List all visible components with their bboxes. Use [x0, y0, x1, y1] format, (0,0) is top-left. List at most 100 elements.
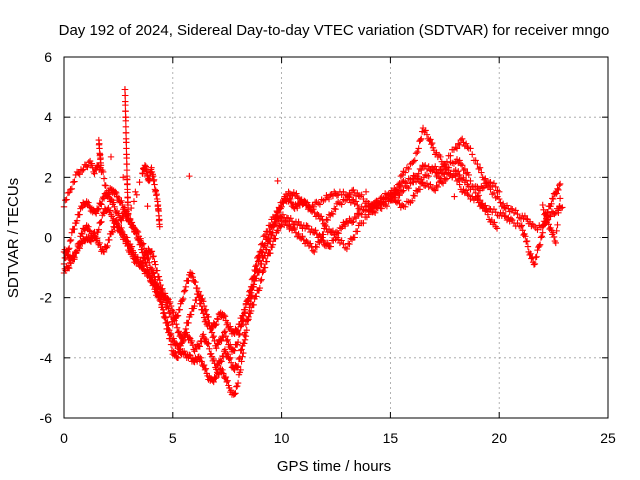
data-point: [306, 203, 313, 211]
data-point: [71, 254, 78, 261]
data-point: [549, 195, 556, 202]
data-point: [556, 181, 563, 189]
data-point: [522, 233, 529, 240]
data-point: [247, 283, 255, 291]
data-point: [205, 313, 212, 321]
data-point: [307, 240, 314, 247]
data-point: [351, 234, 358, 241]
data-point: [527, 250, 534, 257]
data-point: [415, 170, 422, 177]
data-point: [96, 239, 103, 247]
data-point: [490, 180, 498, 187]
data-point: [329, 210, 337, 218]
data-point: [530, 261, 538, 268]
data-point: [442, 176, 449, 183]
y-tick-label: -2: [40, 290, 53, 306]
data-point: [554, 221, 561, 229]
data-point: [348, 219, 356, 226]
data-point: [455, 176, 462, 183]
data-point: [237, 366, 244, 374]
data-point: [258, 276, 265, 283]
data-point: [180, 288, 188, 295]
data-point: [518, 222, 526, 229]
data-point: [241, 336, 249, 343]
data-point: [221, 313, 229, 320]
data-point: [234, 364, 241, 371]
data-point: [118, 197, 125, 204]
data-point: [136, 178, 143, 186]
data-point: [401, 203, 409, 211]
data-point: [112, 188, 119, 195]
data-point: [541, 211, 548, 218]
data-point: [304, 222, 311, 230]
data-point: [456, 157, 463, 164]
data-point: [247, 307, 255, 315]
data-point: [196, 343, 203, 350]
y-tick-label: -4: [40, 350, 53, 366]
data-point: [152, 261, 159, 268]
data-point: [416, 165, 424, 173]
data-point: [267, 237, 274, 245]
data-point: [410, 178, 417, 186]
data-point: [180, 348, 188, 355]
data-point: [261, 264, 269, 271]
data-point: [99, 248, 107, 255]
data-point: [545, 221, 553, 228]
data-point: [176, 306, 183, 313]
data-point: [467, 177, 474, 185]
data-point: [340, 240, 347, 248]
data-point: [188, 270, 196, 277]
data-point: [405, 184, 412, 192]
data-point: [422, 162, 429, 169]
data-point: [98, 218, 105, 226]
data-point: [140, 263, 147, 270]
data-point: [469, 193, 476, 200]
data-point: [240, 317, 247, 324]
data-point: [522, 215, 530, 223]
data-point: [176, 348, 183, 356]
y-axis-label: SDTVAR / TECUs: [5, 178, 22, 298]
data-point: [555, 209, 562, 217]
data-point: [186, 351, 193, 359]
data-point: [167, 341, 175, 348]
data-point: [323, 216, 330, 223]
data-point: [295, 218, 302, 226]
data-point: [514, 210, 521, 218]
data-point: [438, 158, 445, 165]
data-point: [197, 292, 204, 299]
data-point: [93, 210, 100, 217]
data-point: [263, 246, 271, 253]
data-point: [464, 190, 471, 198]
data-point: [277, 215, 284, 222]
x-tick-labels: 0 5 10 15 20 25: [60, 430, 616, 446]
data-point: [137, 235, 144, 242]
data-point: [459, 135, 466, 143]
x-tick-label: 15: [383, 430, 399, 446]
y-tick-label: 0: [44, 230, 52, 246]
data-point: [207, 325, 215, 333]
data-point: [348, 196, 356, 203]
data-point: [491, 219, 498, 226]
data-point: [405, 165, 412, 173]
data-point: [185, 319, 192, 327]
data-point: [267, 249, 274, 257]
data-point: [351, 213, 358, 221]
data-point: [224, 336, 231, 343]
data-point: [532, 254, 539, 261]
data-point: [249, 275, 257, 282]
data-point: [245, 316, 252, 323]
data-point: [311, 199, 319, 206]
data-point: [334, 236, 342, 243]
data-point: [191, 302, 198, 310]
data-point: [180, 295, 187, 303]
data-point: [318, 237, 325, 244]
data-point: [509, 206, 516, 213]
data-point: [324, 216, 331, 224]
data-point: [462, 140, 470, 147]
data-point: [69, 178, 77, 186]
data-point: [208, 329, 216, 336]
data-point: [331, 205, 338, 212]
data-point: [425, 172, 432, 180]
data-point: [66, 259, 74, 266]
data-point: [252, 263, 259, 270]
